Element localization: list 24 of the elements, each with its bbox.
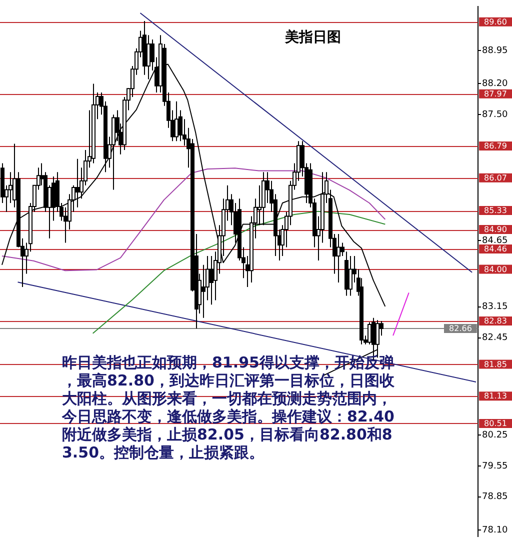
ref-line-label: 82.83 [484,316,507,326]
ref-line-label: 86.07 [484,173,507,182]
ref-line-label: 84.46 [484,244,507,254]
y-tick-label: 82.45 [482,333,508,344]
y-tick-label: 88.95 [482,46,508,56]
y-tick-label: 83.15 [482,302,508,312]
y-tick-label: 88.20 [482,79,508,90]
ref-line-label: 84.00 [484,264,507,274]
ref-line-label: 89.60 [484,17,507,26]
ref-line-label: 86.79 [484,142,507,151]
y-tick-label: 84.65 [482,236,508,246]
ref-line-label: 81.13 [484,392,507,401]
y-tick-label: 79.55 [482,461,508,472]
ref-line-label: 84.90 [484,225,507,234]
y-tick-label: 87.50 [482,110,508,120]
ref-line-label: 87.97 [484,89,507,98]
ref-line-label: 81.85 [484,360,507,369]
ref-line-label: 82.66 [449,324,472,334]
y-tick-label: 80.25 [482,430,508,440]
text: 美指日图 [284,28,342,46]
y-tick-label: 78.85 [482,492,508,502]
ref-line-label: 80.51 [484,419,507,428]
y-tick-label: 78.10 [482,525,508,536]
ref-line-label: 85.33 [484,206,507,216]
